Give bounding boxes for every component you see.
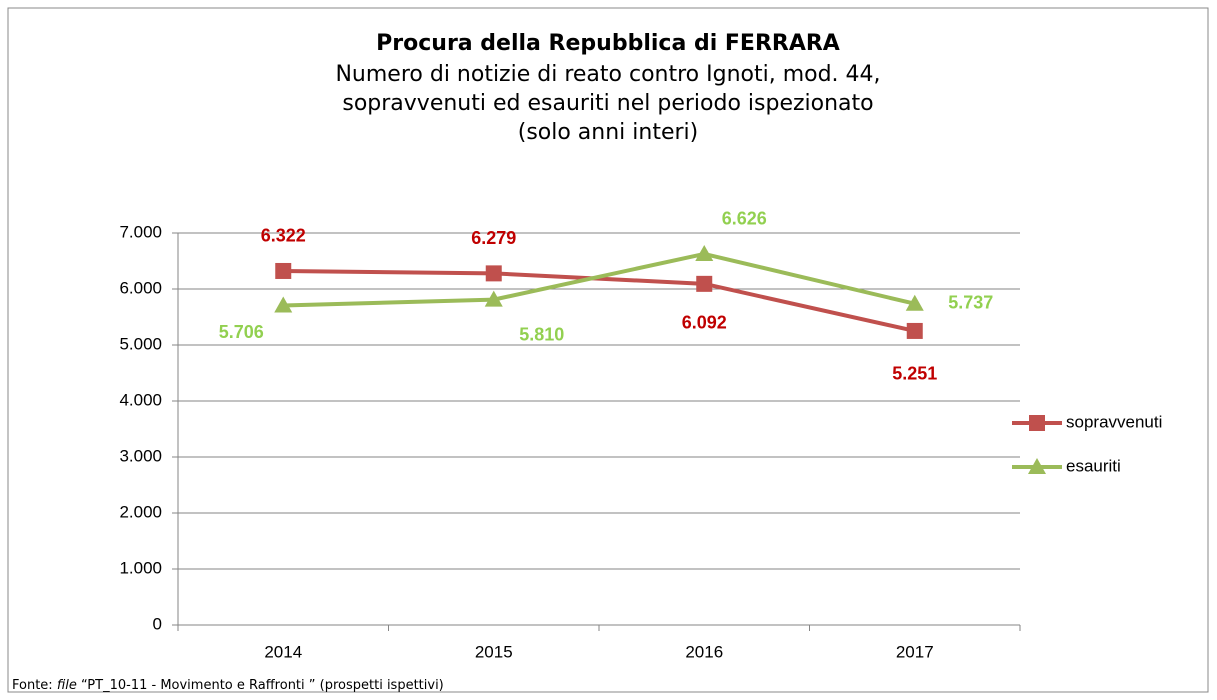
y-tick-label: 6.000 [119,278,162,297]
data-label: 6.322 [261,226,306,246]
y-tick-label: 7.000 [119,222,162,241]
marker [274,296,293,313]
data-label: 6.626 [722,209,767,229]
data-label: 6.279 [471,228,516,248]
y-tick-label: 3.000 [119,446,162,465]
marker [905,294,924,311]
source-part: “PT_10-11 - Movimento e Raffronti ” (pro… [77,678,444,693]
x-tick-label: 2015 [475,642,513,661]
source-note: Fonte: file “PT_10-11 - Movimento e Raff… [12,678,444,693]
y-tick-label: 0 [153,614,162,633]
x-tick-label: 2014 [264,642,302,661]
y-tick-label: 1.000 [119,558,162,577]
marker [906,322,923,339]
chart-title: Procura della Repubblica di FERRARA [376,31,840,56]
legend-label: esauriti [1066,456,1121,475]
data-label: 5.737 [948,292,993,312]
chart-border [7,7,1209,693]
chart-subtitle: sopravvenuti ed esauriti nel periodo isp… [342,91,873,116]
x-tick-label: 2016 [685,642,723,661]
data-label: 5.706 [219,322,264,342]
chart-subtitle: Numero di notizie di reato contro Ignoti… [335,62,880,87]
legend-label: sopravvenuti [1066,412,1162,431]
marker [485,265,502,282]
source-part: file [57,678,77,693]
data-label: 5.251 [892,364,937,384]
data-label: 6.092 [682,313,727,333]
series-line [283,251,916,308]
chart-subtitle: (solo anni interi) [518,120,699,145]
marker [696,275,713,292]
data-label: 5.810 [519,324,564,344]
legend-marker [1029,415,1045,431]
x-tick-label: 2017 [896,642,934,661]
marker [695,244,714,261]
legend-marker [1028,458,1046,474]
y-tick-label: 4.000 [119,390,162,409]
marker [275,262,292,279]
source-part: Fonte: [12,678,57,693]
y-tick-label: 5.000 [119,334,162,353]
marker [484,290,503,307]
y-tick-label: 2.000 [119,502,162,521]
